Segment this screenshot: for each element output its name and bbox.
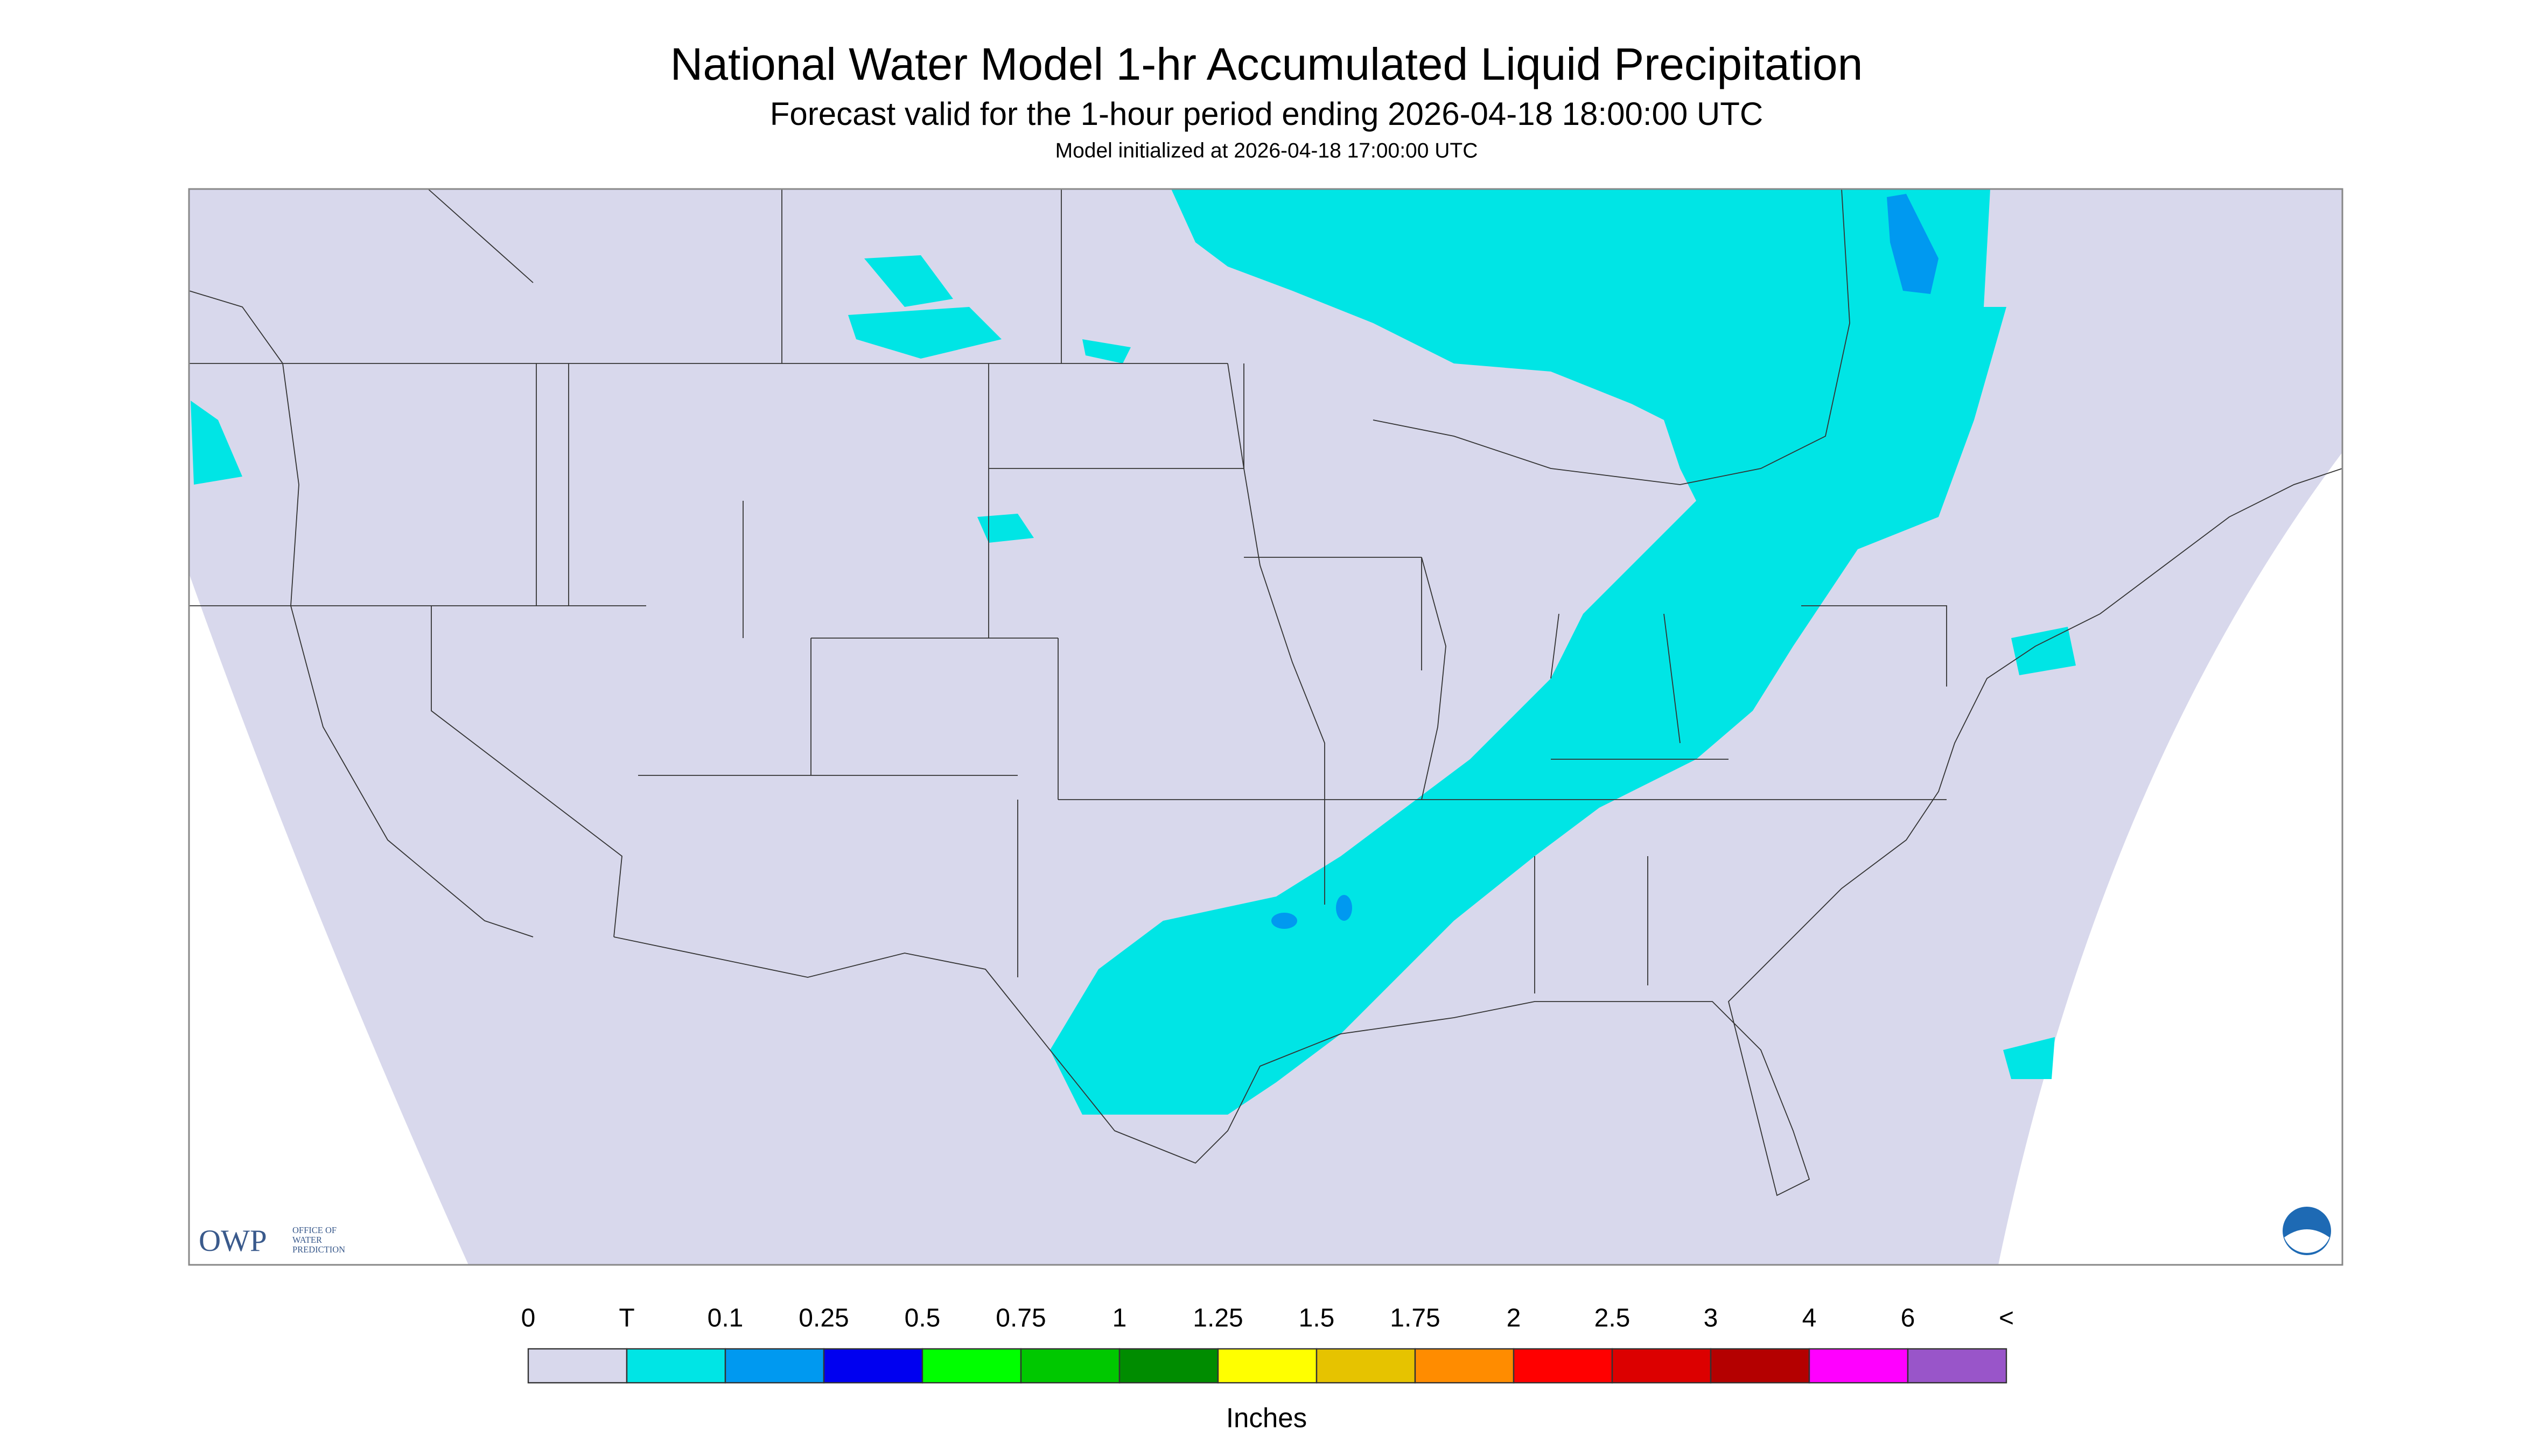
precip-blob	[864, 255, 953, 307]
legend-swatch	[1316, 1348, 1416, 1384]
legend-swatch	[626, 1348, 726, 1384]
precip-moderate	[1271, 194, 1939, 929]
legend-swatch	[921, 1348, 1022, 1384]
logo-line: PREDICTION	[292, 1244, 345, 1255]
state-lines	[1227, 363, 1681, 800]
legend-label: 0.75	[996, 1304, 1046, 1333]
legend-label: 2	[1507, 1304, 1521, 1333]
logo-line: OFFICE OF	[292, 1225, 337, 1235]
legend-label: 1.75	[1390, 1304, 1440, 1333]
legend-label: <	[1999, 1304, 2014, 1333]
legend-label: 0.25	[799, 1304, 849, 1333]
domain	[189, 189, 2342, 1265]
subtitle: Forecast valid for the 1-hour period end…	[770, 96, 1763, 132]
legend-swatch	[1217, 1348, 1318, 1384]
logo-name: OWP	[199, 1224, 267, 1258]
precip-blob	[1082, 339, 1131, 364]
precip-areas	[191, 189, 2076, 1115]
precip-band	[1050, 189, 2006, 1115]
precip-blob	[191, 401, 242, 485]
precip-blob	[977, 514, 1034, 543]
legend-unit: Inches	[1226, 1402, 1307, 1433]
legend-label: 6	[1901, 1304, 1915, 1333]
legend-swatch	[724, 1348, 825, 1384]
legend-label: 1.25	[1193, 1304, 1243, 1333]
legend-swatch	[1118, 1348, 1219, 1384]
legend-swatch	[1710, 1348, 1810, 1384]
legend-swatch	[823, 1348, 923, 1384]
init-note: Model initialized at 2026-04-18 17:00:00…	[1055, 139, 1478, 162]
legend-swatch	[1808, 1348, 1909, 1384]
coastline	[613, 468, 2343, 1196]
legend-swatch	[1513, 1348, 1613, 1384]
legend-swatch	[1611, 1348, 1712, 1384]
legend-label: 1.5	[1299, 1304, 1335, 1333]
legend-swatch	[1907, 1348, 2007, 1384]
legend-label: 4	[1802, 1304, 1817, 1333]
precip-blob	[1271, 913, 1297, 929]
precip-blob	[1336, 895, 1352, 921]
precip-blob	[848, 307, 1002, 359]
state-lines	[189, 188, 1947, 994]
legend-label: 0	[521, 1304, 536, 1333]
legend-label: 0.5	[905, 1304, 941, 1333]
logo-line: WATER	[292, 1235, 322, 1245]
noaa-logo-wave	[2284, 1229, 2329, 1253]
map-frame	[188, 188, 2343, 1266]
legend-swatch	[1020, 1348, 1121, 1384]
legend-label: 1	[1112, 1304, 1127, 1333]
legend-label: 2.5	[1594, 1304, 1631, 1333]
precip-blob	[2011, 627, 2076, 676]
legend-label: T	[619, 1304, 634, 1333]
legend-swatch	[1414, 1348, 1515, 1384]
legend-label: 3	[1704, 1304, 1718, 1333]
legend: 0 T 0.1 0.25 0.5 0.75 1 1.25 1.5 1.75 2 2.5 3 4 6 <	[521, 1304, 2014, 1384]
legend-label: 0.1	[708, 1304, 744, 1333]
precip-blob	[1887, 194, 1939, 295]
precip-blob	[2003, 1037, 2055, 1080]
boundaries	[188, 188, 2343, 1196]
legend-swatch	[527, 1348, 628, 1384]
coastline	[188, 290, 534, 937]
border	[1373, 188, 1850, 485]
title: National Water Model 1-hr Accumulated Li…	[670, 39, 1863, 89]
